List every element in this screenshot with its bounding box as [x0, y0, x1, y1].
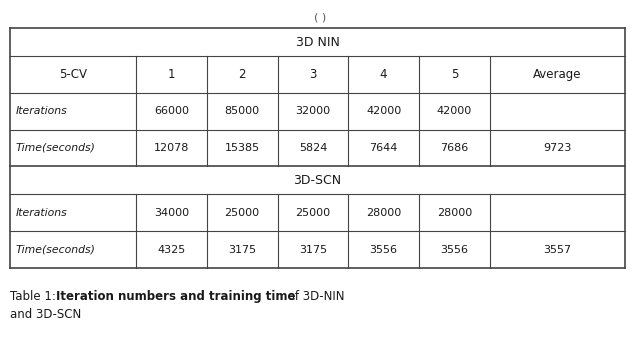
Text: 1: 1 [168, 68, 175, 81]
Text: 3: 3 [309, 68, 317, 81]
Text: 25000: 25000 [225, 208, 260, 218]
Text: Table 1:: Table 1: [10, 290, 60, 303]
Text: 3556: 3556 [370, 244, 397, 255]
Text: 3D-SCN: 3D-SCN [293, 174, 342, 187]
Text: Average: Average [533, 68, 582, 81]
Text: Iterations: Iterations [16, 208, 68, 218]
Text: 85000: 85000 [225, 106, 260, 116]
Text: 42000: 42000 [366, 106, 401, 116]
Text: 28000: 28000 [366, 208, 401, 218]
Text: 15385: 15385 [225, 143, 260, 153]
Text: 12078: 12078 [154, 143, 189, 153]
Text: 4: 4 [380, 68, 387, 81]
Text: 34000: 34000 [154, 208, 189, 218]
Text: and 3D-SCN: and 3D-SCN [10, 308, 81, 321]
Text: 32000: 32000 [295, 106, 330, 116]
Text: 4325: 4325 [157, 244, 186, 255]
Text: Time(seconds): Time(seconds) [16, 143, 96, 153]
Text: 28000: 28000 [436, 208, 472, 218]
Text: 3D NIN: 3D NIN [296, 36, 339, 49]
Text: 3556: 3556 [440, 244, 468, 255]
Text: ( ): ( ) [314, 12, 326, 22]
Text: 5-CV: 5-CV [59, 68, 87, 81]
Text: 5: 5 [451, 68, 458, 81]
Text: 25000: 25000 [295, 208, 330, 218]
Text: 2: 2 [239, 68, 246, 81]
Text: 42000: 42000 [436, 106, 472, 116]
Text: 66000: 66000 [154, 106, 189, 116]
Text: 9723: 9723 [543, 143, 572, 153]
Text: 7686: 7686 [440, 143, 468, 153]
Text: 7644: 7644 [369, 143, 398, 153]
Text: 5824: 5824 [299, 143, 327, 153]
Text: 3175: 3175 [299, 244, 327, 255]
Text: of 3D-NIN: of 3D-NIN [284, 290, 344, 303]
Text: 3175: 3175 [228, 244, 256, 255]
Text: Iterations: Iterations [16, 106, 68, 116]
Text: Time(seconds): Time(seconds) [16, 244, 96, 255]
Text: 3557: 3557 [543, 244, 572, 255]
Text: Iteration numbers and training time: Iteration numbers and training time [56, 290, 296, 303]
